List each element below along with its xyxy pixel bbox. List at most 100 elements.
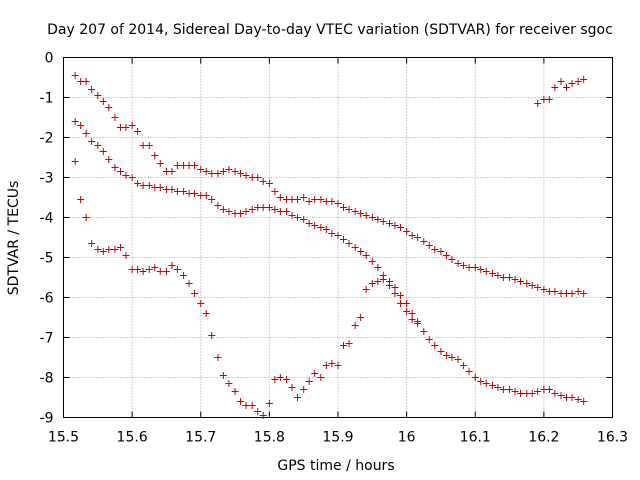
data-point <box>311 222 319 229</box>
data-point <box>357 210 365 217</box>
data-point <box>374 216 382 223</box>
data-point <box>322 226 330 233</box>
data-point <box>77 122 85 129</box>
data-point <box>134 266 142 273</box>
data-point <box>317 374 325 381</box>
data-point <box>294 214 302 221</box>
data-point <box>219 206 227 213</box>
data-point <box>551 288 559 295</box>
data-point <box>237 398 245 405</box>
x-axis-label: GPS time / hours <box>277 458 394 474</box>
data-point <box>71 158 79 165</box>
data-point <box>219 168 227 175</box>
data-point <box>334 200 342 207</box>
data-point <box>82 130 90 137</box>
data-point <box>271 376 279 383</box>
data-point <box>156 160 164 167</box>
data-point <box>351 244 359 251</box>
data-point <box>431 246 439 253</box>
data-point <box>442 252 450 259</box>
data-point <box>105 156 113 163</box>
data-point <box>294 196 302 203</box>
data-point <box>408 310 416 317</box>
data-point <box>414 320 422 327</box>
data-point <box>254 408 262 415</box>
data-point <box>94 92 102 99</box>
data-point <box>225 380 233 387</box>
data-point <box>488 382 496 389</box>
data-point <box>437 248 445 255</box>
data-point <box>528 282 536 289</box>
data-point <box>374 264 382 271</box>
data-point <box>574 78 582 85</box>
data-point <box>568 394 576 401</box>
data-point <box>540 286 548 293</box>
data-point <box>145 266 153 273</box>
data-point <box>460 362 468 369</box>
x-tick-label: 15.8 <box>254 430 285 446</box>
data-point <box>237 170 245 177</box>
data-point <box>242 172 250 179</box>
y-tick-label: -8 <box>40 371 54 387</box>
data-point <box>122 172 130 179</box>
data-point <box>494 272 502 279</box>
y-tick-label: 0 <box>45 51 54 67</box>
x-tick-label: 15.5 <box>48 430 79 446</box>
x-tick-label: 15.9 <box>322 430 353 446</box>
data-point <box>71 72 79 79</box>
data-point <box>168 186 176 193</box>
data-point <box>528 390 536 397</box>
data-point <box>305 378 313 385</box>
data-point <box>545 96 553 103</box>
data-point <box>477 378 485 385</box>
data-point <box>420 238 428 245</box>
data-point <box>248 206 256 213</box>
x-tick-label: 15.7 <box>185 430 216 446</box>
data-point <box>145 182 153 189</box>
data-point <box>134 180 142 187</box>
data-point <box>191 190 199 197</box>
data-point <box>471 374 479 381</box>
data-point <box>259 412 267 419</box>
data-point <box>482 380 490 387</box>
data-point <box>374 278 382 285</box>
data-point <box>465 368 473 375</box>
data-point <box>368 258 376 265</box>
data-point <box>225 166 233 173</box>
data-point <box>403 228 411 235</box>
data-point <box>231 388 239 395</box>
data-point <box>357 314 365 321</box>
data-point <box>580 398 588 405</box>
data-point <box>454 356 462 363</box>
data-point <box>294 394 302 401</box>
data-point <box>151 152 159 159</box>
data-point <box>71 118 79 125</box>
y-tick-label: -3 <box>40 171 54 187</box>
data-point <box>557 392 565 399</box>
data-point <box>288 212 296 219</box>
data-point <box>574 396 582 403</box>
data-point <box>379 218 387 225</box>
data-point <box>173 266 181 273</box>
data-point <box>122 252 130 259</box>
data-point <box>368 280 376 287</box>
data-point <box>339 236 347 243</box>
data-markers <box>71 72 588 419</box>
y-tick-label: -5 <box>40 251 54 267</box>
data-point <box>77 196 85 203</box>
data-point <box>568 80 576 87</box>
data-point <box>328 230 336 237</box>
data-point <box>328 360 336 367</box>
data-point <box>265 204 273 211</box>
data-point <box>482 268 490 275</box>
data-point <box>276 194 284 201</box>
data-point <box>345 340 353 347</box>
data-point <box>568 290 576 297</box>
data-point <box>283 376 291 383</box>
y-tick-label: -6 <box>40 291 54 307</box>
data-point <box>271 206 279 213</box>
data-point <box>437 348 445 355</box>
x-tick-label: 16 <box>398 430 416 446</box>
data-point <box>214 354 222 361</box>
